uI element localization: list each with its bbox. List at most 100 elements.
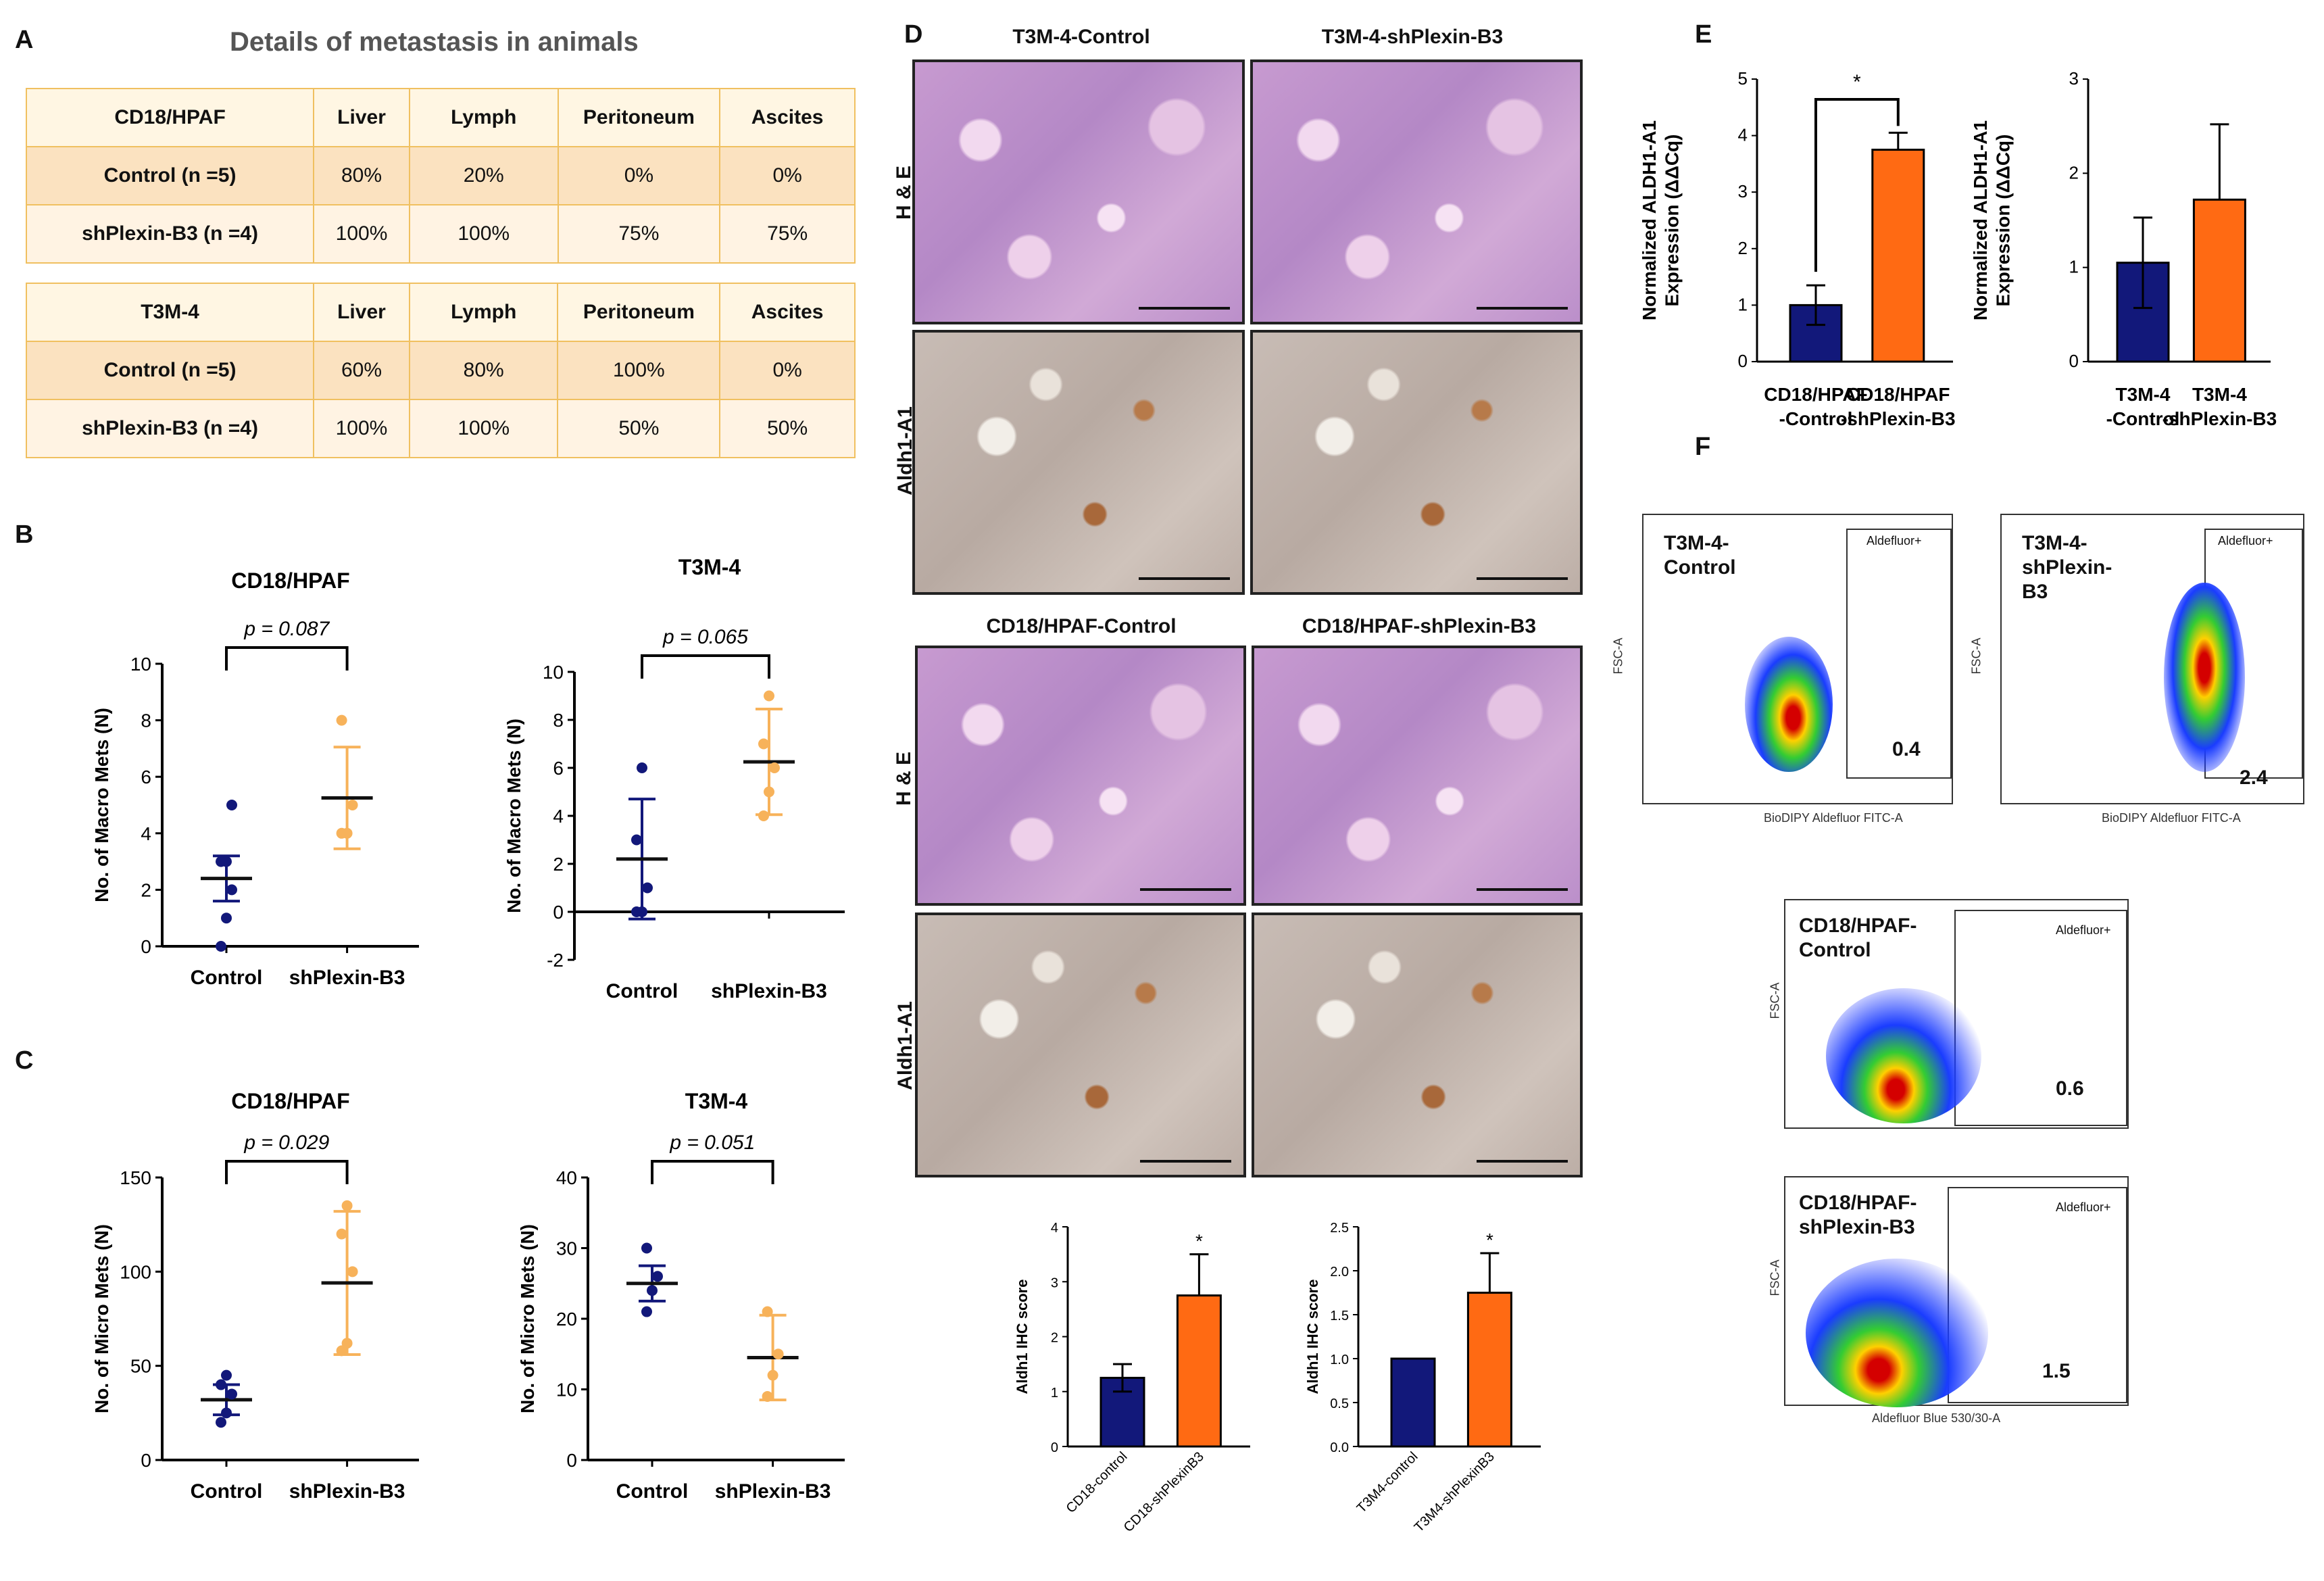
y-tick-label: 2 bbox=[553, 854, 564, 875]
y-tick-label: 2 bbox=[1738, 238, 1748, 258]
bar bbox=[1176, 1294, 1222, 1448]
data-point bbox=[221, 1369, 232, 1381]
flow-density bbox=[1826, 988, 1981, 1123]
p-value-label: p = 0.087 bbox=[243, 618, 330, 640]
y-axis-label: No. of Micro Mets (N) bbox=[517, 1224, 538, 1413]
x-tick-label: T3M-4 bbox=[2116, 384, 2171, 405]
gate-value: 2.4 bbox=[2240, 767, 2268, 789]
y-tick-label: 1 bbox=[1051, 1386, 1058, 1401]
y-tick-label: 0 bbox=[1051, 1440, 1058, 1455]
y-tick-label: 0 bbox=[553, 902, 564, 923]
table-cell: 100% bbox=[313, 204, 410, 264]
flow-title: CD18/HPAF- shPlexin-B3 bbox=[1799, 1192, 1917, 1238]
data-point bbox=[336, 1228, 347, 1240]
y-tick-label: 1 bbox=[1738, 294, 1748, 314]
data-point bbox=[647, 1285, 658, 1296]
table-header-row: CD18/HPAF Liver Lymph Peritoneum Ascites bbox=[25, 88, 856, 147]
y-tick-label: 3 bbox=[2069, 68, 2079, 89]
y-tick-label: 8 bbox=[141, 710, 151, 731]
significance-bracket bbox=[1814, 98, 1900, 272]
metastasis-table-t3m4: T3M-4 Liver Lymph Peritoneum Ascites Con… bbox=[25, 283, 856, 458]
y-tick-label: 6 bbox=[553, 758, 564, 779]
data-point bbox=[341, 827, 353, 839]
y-tick-label: 0 bbox=[2069, 351, 2079, 371]
chart-macro-mets-cd18: CD18/HPAF 0 2 4 6 8 10 No. of Macro Mets (N) Con… bbox=[91, 568, 419, 989]
table-header-cell: CD18/HPAF bbox=[25, 88, 315, 147]
bar bbox=[1466, 1292, 1512, 1448]
panel-label-f: F bbox=[1695, 433, 1711, 461]
row-label-he: H & E bbox=[893, 752, 915, 806]
y-axis-label: Aldh1 IHC score bbox=[1014, 1280, 1031, 1394]
y-tick-label: 3 bbox=[1738, 181, 1748, 201]
data-point bbox=[772, 1348, 784, 1360]
chart-macro-mets-t3m4: T3M-4 -2 0 2 4 6 8 10 No. of Macro Mets (N) Contr… bbox=[503, 555, 845, 1002]
table-header-cell: Peritoneum bbox=[557, 88, 721, 147]
chart-title: T3M-4 bbox=[685, 1089, 748, 1113]
table-row: shPlexin-B3 (n =4) 100% 100% 50% 50% bbox=[25, 399, 856, 458]
data-point bbox=[216, 941, 226, 952]
table-cell: 100% bbox=[557, 341, 721, 400]
data-point bbox=[226, 884, 237, 896]
table-cell: 100% bbox=[313, 399, 410, 458]
y-tick-label: 0 bbox=[566, 1450, 577, 1471]
y-axis-label: Aldh1 IHC score bbox=[1304, 1280, 1321, 1394]
panel-label-e: E bbox=[1695, 20, 1712, 49]
x-tick-label: -shPlexin-B3 bbox=[2162, 408, 2277, 429]
flow-title: T3M-4- shPlexin- B3 bbox=[2022, 532, 2112, 603]
table-header-cell: Ascites bbox=[719, 88, 856, 147]
p-value-label: p = 0.065 bbox=[662, 626, 748, 648]
y-tick-label: 10 bbox=[130, 654, 151, 675]
micrograph-title: CD18/HPAF-shPlexin-B3 bbox=[1302, 615, 1537, 637]
significance-marker: * bbox=[1195, 1231, 1203, 1252]
flow-plot-t3m4-shplexin: T3M-4- shPlexin- B3 Aldefluor+ 2.4 bbox=[2000, 514, 2304, 804]
table-cell: 75% bbox=[719, 204, 856, 264]
data-point bbox=[347, 800, 358, 810]
chart-title: CD18/HPAF bbox=[231, 1089, 349, 1113]
y-tick-label: 150 bbox=[120, 1167, 151, 1188]
scale-bar bbox=[1139, 307, 1230, 310]
chart-micro-mets-t3m4: T3M-4 0 10 20 30 40 No. of Micro Mets (N) Contr… bbox=[517, 1089, 845, 1503]
flow-x-label: BioDIPY Aldefluor FITC-A bbox=[1764, 811, 1903, 825]
table-cell: 0% bbox=[557, 146, 721, 205]
data-point bbox=[652, 1271, 663, 1282]
y-tick-label: 1.5 bbox=[1330, 1309, 1349, 1323]
data-point bbox=[221, 1407, 232, 1419]
micrograph-aldh1-cd18-shplexin bbox=[1252, 913, 1583, 1177]
flow-plot-t3m4-control: T3M-4- Control Aldefluor+ 0.4 bbox=[1642, 514, 1953, 804]
y-axis-label: Normalized ALDH1-A1 bbox=[1970, 120, 1991, 320]
scale-bar bbox=[1139, 577, 1230, 580]
table-cell: Control (n =5) bbox=[25, 146, 315, 205]
table-header-cell: T3M-4 bbox=[25, 283, 315, 342]
x-tick-label: -Control bbox=[2106, 408, 2180, 429]
data-point bbox=[762, 1390, 773, 1402]
table-header-cell: Liver bbox=[313, 283, 410, 342]
y-axis-label: No. of Macro Mets (N) bbox=[91, 708, 112, 902]
table-cell: 80% bbox=[313, 146, 410, 205]
table-cell: 20% bbox=[408, 146, 559, 205]
y-tick-label: 5 bbox=[1738, 68, 1748, 89]
x-tick-label: -shPlexin-B3 bbox=[1841, 408, 1956, 429]
y-axis-label: Normalized ALDH1-A1 bbox=[1639, 120, 1660, 320]
table-cell: shPlexin-B3 (n =4) bbox=[25, 399, 315, 458]
flow-x-label: BioDIPY Aldefluor FITC-A bbox=[2102, 811, 2241, 825]
chart-title: T3M-4 bbox=[678, 555, 741, 579]
gate-label: Aldefluor+ bbox=[2056, 923, 2111, 937]
data-point bbox=[226, 800, 237, 810]
table-title: Details of metastasis in animals bbox=[230, 27, 639, 57]
table-cell: 50% bbox=[719, 399, 856, 458]
flow-y-label: FSC-A bbox=[1969, 637, 1983, 675]
gate-value: 0.4 bbox=[1892, 738, 1921, 760]
scale-bar bbox=[1477, 888, 1568, 891]
significance-marker: * bbox=[1486, 1230, 1493, 1250]
data-point bbox=[767, 1369, 778, 1381]
data-point bbox=[221, 913, 232, 924]
table-cell: 0% bbox=[719, 341, 856, 400]
p-value-label: p = 0.051 bbox=[669, 1132, 755, 1154]
y-tick-label: 2 bbox=[2069, 162, 2079, 183]
gate-box bbox=[1954, 910, 2127, 1126]
x-tick-label: Control bbox=[606, 980, 678, 1002]
y-axis-label: No. of Macro Mets (N) bbox=[503, 719, 524, 913]
chart-ihc-score-cd18: 0 1 2 3 4 Aldh1 IHC score CD18-controlCD18-shP… bbox=[1014, 1221, 1250, 1535]
data-point bbox=[762, 1306, 773, 1317]
flow-y-label: FSC-A bbox=[1768, 1259, 1782, 1296]
